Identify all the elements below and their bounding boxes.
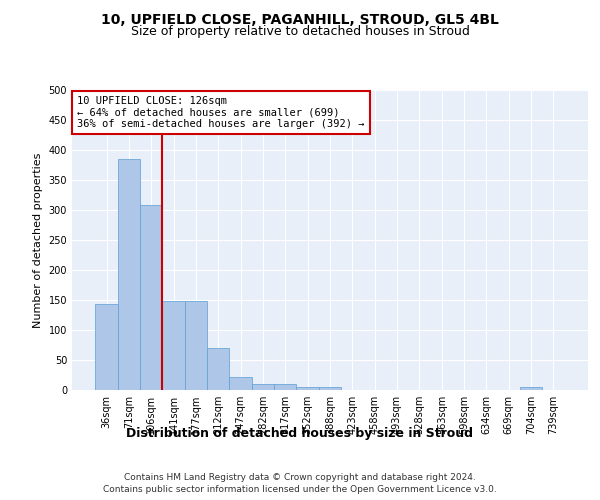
Text: Distribution of detached houses by size in Stroud: Distribution of detached houses by size … bbox=[127, 428, 473, 440]
Bar bbox=[319, 387, 341, 390]
Text: Contains HM Land Registry data © Crown copyright and database right 2024.: Contains HM Land Registry data © Crown c… bbox=[124, 472, 476, 482]
Bar bbox=[140, 205, 163, 390]
Y-axis label: Number of detached properties: Number of detached properties bbox=[33, 152, 43, 328]
Text: Contains public sector information licensed under the Open Government Licence v3: Contains public sector information licen… bbox=[103, 485, 497, 494]
Bar bbox=[274, 384, 296, 390]
Text: Size of property relative to detached houses in Stroud: Size of property relative to detached ho… bbox=[131, 25, 469, 38]
Bar bbox=[520, 387, 542, 390]
Bar bbox=[207, 348, 229, 390]
Bar bbox=[95, 304, 118, 390]
Bar bbox=[163, 301, 185, 390]
Bar bbox=[185, 301, 207, 390]
Bar bbox=[118, 159, 140, 390]
Bar bbox=[252, 384, 274, 390]
Bar bbox=[229, 377, 252, 390]
Text: 10 UPFIELD CLOSE: 126sqm
← 64% of detached houses are smaller (699)
36% of semi-: 10 UPFIELD CLOSE: 126sqm ← 64% of detach… bbox=[77, 96, 365, 129]
Text: 10, UPFIELD CLOSE, PAGANHILL, STROUD, GL5 4BL: 10, UPFIELD CLOSE, PAGANHILL, STROUD, GL… bbox=[101, 12, 499, 26]
Bar bbox=[296, 387, 319, 390]
